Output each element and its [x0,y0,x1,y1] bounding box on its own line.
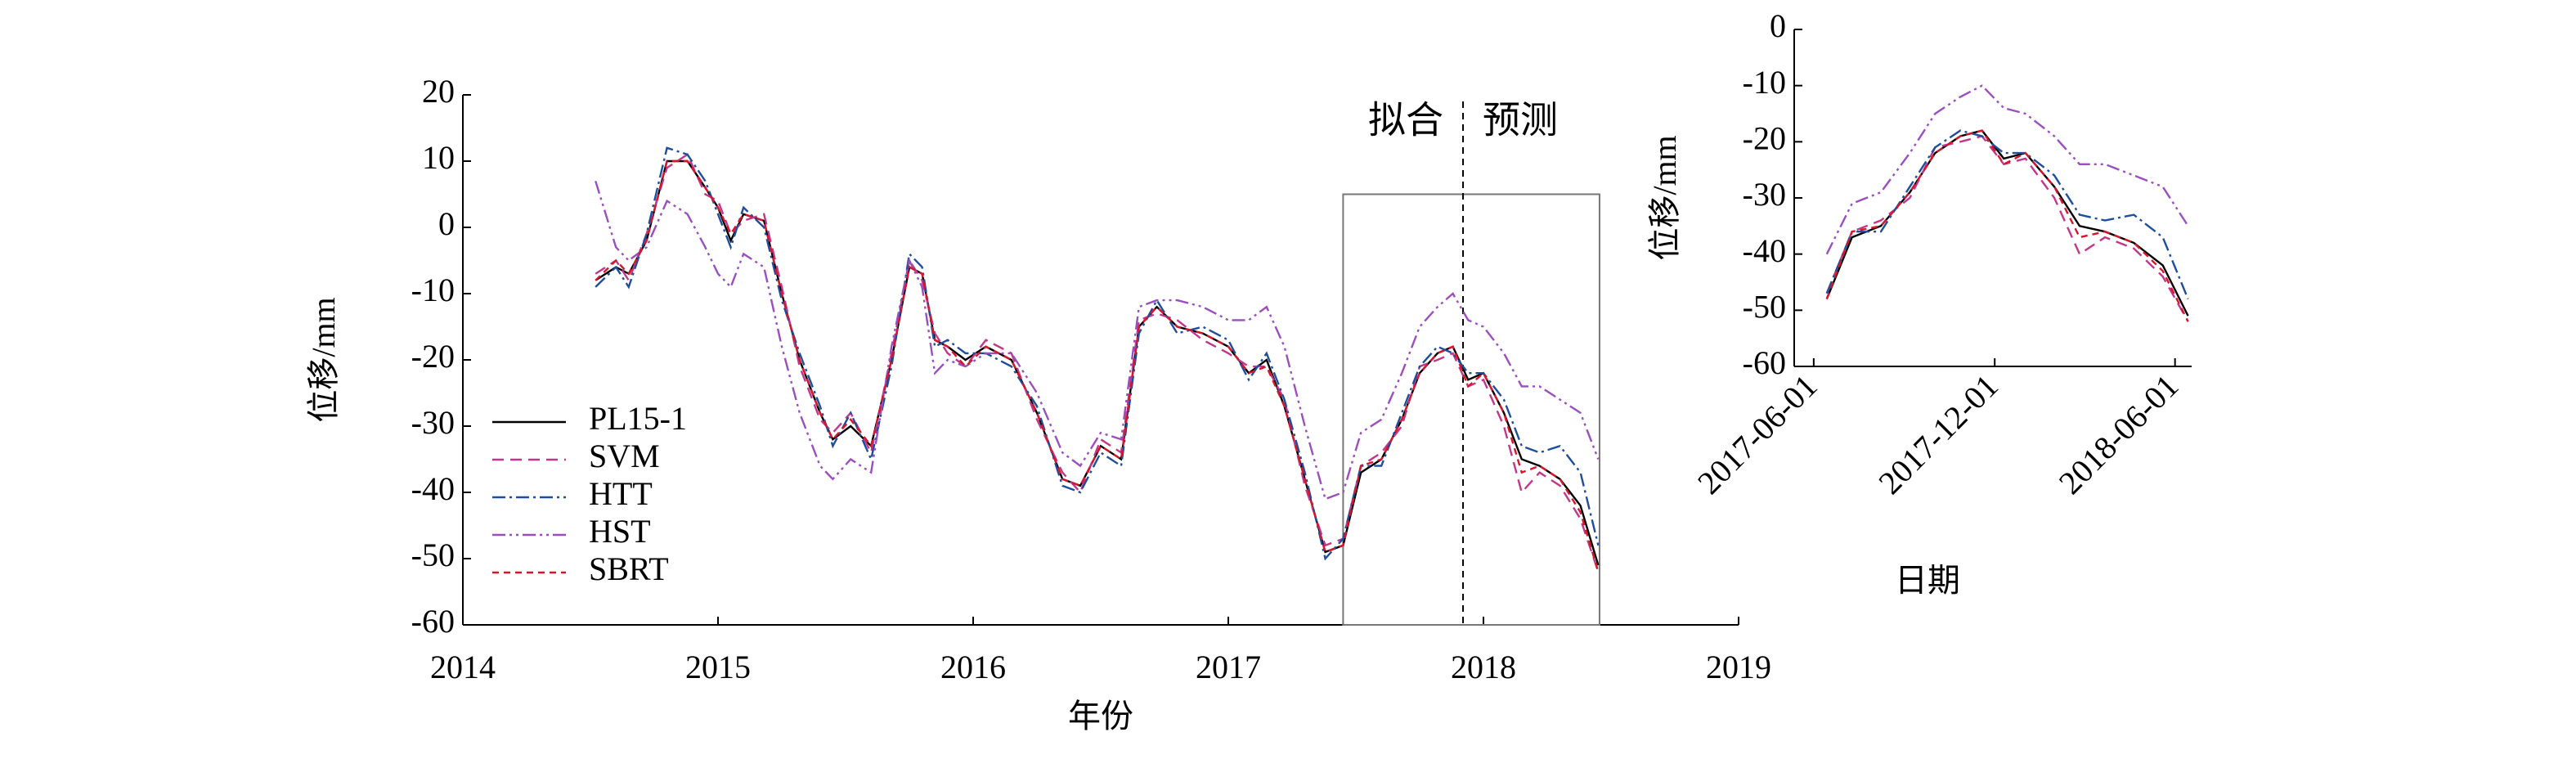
y-axis-label: 位移/mm [305,297,342,422]
y-tick-label: -20 [411,338,455,375]
legend-label: HST [589,513,651,550]
plot: -60 -50 -40 -30 -20 -10 0 2017-06-01 2017-12-01 2… [1646,7,2192,599]
x-tick-label: 2017-06-01 [1690,367,1824,501]
series-line [595,153,1600,573]
y-tick-label: -40 [411,470,455,507]
y-tick-label: 0 [438,205,455,242]
x-axis-label: 年份 [1068,698,1133,734]
series-line [1825,129,2189,322]
x-tick-label: 2019 [1706,649,1771,685]
y-tick-label: -50 [411,537,455,573]
series-line [595,146,1600,561]
x-tick-label: 2016 [940,649,1006,685]
x-axis-label: 日期 [1895,562,1960,599]
x-tick-label: 2018 [1451,649,1516,685]
legend-label: SVM [589,438,660,474]
y-tick-label: -20 [1743,120,1786,157]
y-tick-label: 20 [422,73,455,110]
annotation: 拟合 [1368,100,1443,141]
series-line [595,159,1600,566]
y-tick-label: 0 [1770,7,1786,44]
legend-label: SBRT [589,550,669,587]
y-tick-label: -60 [411,603,455,640]
x-tick-label: 2014 [430,649,496,685]
y-tick-label: -30 [411,404,455,441]
legend-label: PL15-1 [589,400,687,437]
legend-label: HTT [589,475,653,512]
y-axis-label: 位移/mm [1646,135,1683,260]
y-tick-label: -10 [411,272,455,308]
x-tick-label: 2017-12-01 [1871,367,2005,501]
y-tick-label: -60 [1743,344,1786,381]
y-tick-label: 10 [422,139,455,176]
series-line [1825,129,2189,317]
x-tick-label: 2018-06-01 [2052,367,2186,501]
y-tick-label: -50 [1743,289,1786,326]
series-line [1825,129,2189,300]
series-line [595,180,1600,501]
y-tick-label: -30 [1743,176,1786,213]
series-line [595,159,1600,573]
x-tick-label: 2017 [1196,649,1261,685]
annotation: 预测 [1483,100,1558,141]
fit-box [1342,193,1600,626]
y-tick-label: -40 [1743,232,1786,269]
x-tick-label: 2015 [685,649,751,685]
y-tick-label: -10 [1743,64,1786,101]
series-line [1825,135,2189,322]
plot: -60 -50 -40 -30 -20 -10 0 10 20 2014 2015 2016 2017 2… [305,73,1771,734]
series-line [1825,84,2189,255]
